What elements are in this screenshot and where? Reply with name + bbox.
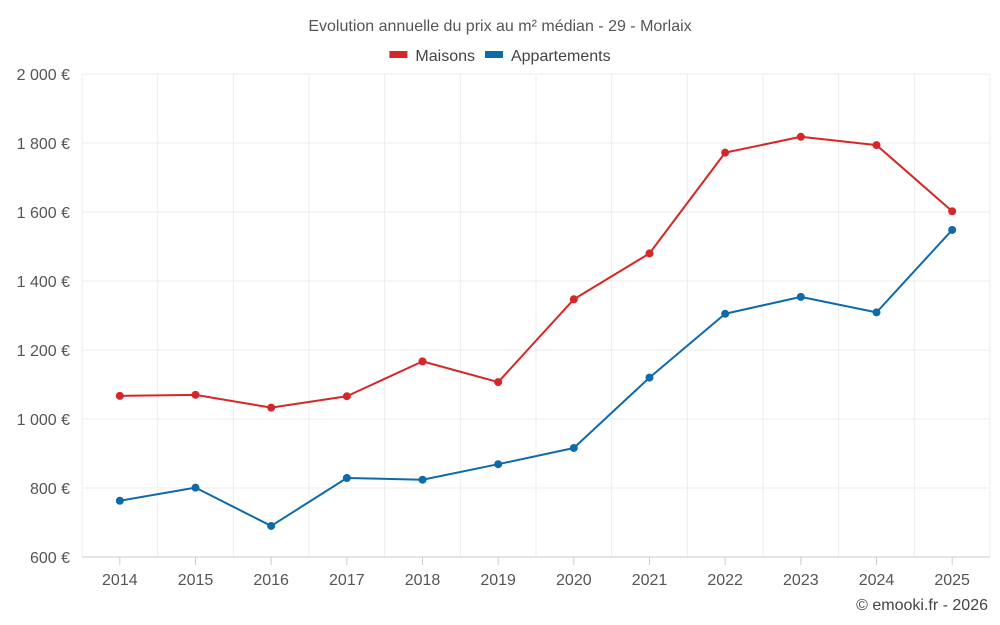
x-tick-label: 2021 bbox=[632, 572, 668, 589]
data-point-appartements bbox=[645, 373, 654, 382]
x-tick-label: 2024 bbox=[859, 572, 895, 589]
data-point-maisons bbox=[796, 132, 805, 141]
series-line-maisons bbox=[119, 135, 953, 409]
data-point-appartements bbox=[342, 473, 351, 482]
data-point-maisons bbox=[569, 295, 578, 304]
data-point-appartements bbox=[569, 443, 578, 452]
x-tick-label: 2014 bbox=[102, 572, 138, 589]
series-line-appartements bbox=[119, 229, 953, 527]
x-tick-label: 2020 bbox=[556, 572, 592, 589]
x-tick-label: 2017 bbox=[329, 572, 365, 589]
x-tick-label: 2015 bbox=[178, 572, 214, 589]
legend-item-appartements: Appartements bbox=[484, 48, 611, 65]
data-point-maisons bbox=[721, 148, 730, 157]
x-tick-label: 2019 bbox=[480, 572, 516, 589]
legend-swatch bbox=[484, 51, 503, 58]
data-point-maisons bbox=[872, 141, 881, 150]
y-tick-label: 1 400 € bbox=[17, 274, 70, 291]
data-point-appartements bbox=[115, 496, 124, 505]
data-point-appartements bbox=[872, 308, 881, 317]
chart-title: Evolution annuelle du prix au m² médian … bbox=[308, 18, 691, 35]
x-tick-label: 2022 bbox=[707, 572, 743, 589]
x-tick-label: 2018 bbox=[405, 572, 441, 589]
data-point-maisons bbox=[342, 392, 351, 401]
legend-item-maisons: Maisons bbox=[389, 48, 475, 65]
y-tick-label: 1 800 € bbox=[17, 136, 70, 153]
axes: 600 € 800 € 1 000 € 1 200 € 1 400 € 1 600 € 1 … bbox=[17, 67, 990, 589]
data-point-appartements bbox=[418, 475, 427, 484]
data-point-maisons bbox=[645, 249, 654, 258]
x-tick-label: 2016 bbox=[253, 572, 289, 589]
legend-label: Maisons bbox=[415, 48, 475, 65]
data-point-maisons bbox=[267, 403, 276, 412]
y-tick-label: 1 600 € bbox=[17, 205, 70, 222]
credit-text: © emooki.fr - 2026 bbox=[856, 597, 988, 614]
x-tick-label: 2025 bbox=[934, 572, 970, 589]
gridlines bbox=[81, 73, 991, 557]
y-tick-label: 1 200 € bbox=[17, 343, 70, 360]
series bbox=[115, 132, 957, 530]
legend-swatch bbox=[389, 51, 408, 58]
data-point-maisons bbox=[115, 391, 124, 400]
data-point-appartements bbox=[948, 225, 957, 234]
data-point-maisons bbox=[948, 207, 957, 216]
data-point-appartements bbox=[191, 483, 200, 492]
y-tick-label: 2 000 € bbox=[17, 67, 70, 84]
y-tick-label: 600 € bbox=[30, 550, 70, 567]
legend: Maisons Appartements bbox=[389, 48, 611, 65]
y-tick-label: 800 € bbox=[30, 481, 70, 498]
y-tick-label: 1 000 € bbox=[17, 412, 70, 429]
data-point-appartements bbox=[494, 460, 503, 469]
data-point-maisons bbox=[494, 378, 503, 387]
data-point-appartements bbox=[721, 309, 730, 318]
legend-label: Appartements bbox=[511, 48, 611, 65]
data-point-appartements bbox=[267, 521, 276, 530]
data-point-maisons bbox=[418, 357, 427, 366]
x-tick-label: 2023 bbox=[783, 572, 819, 589]
data-point-maisons bbox=[191, 390, 200, 399]
data-point-appartements bbox=[796, 292, 805, 301]
